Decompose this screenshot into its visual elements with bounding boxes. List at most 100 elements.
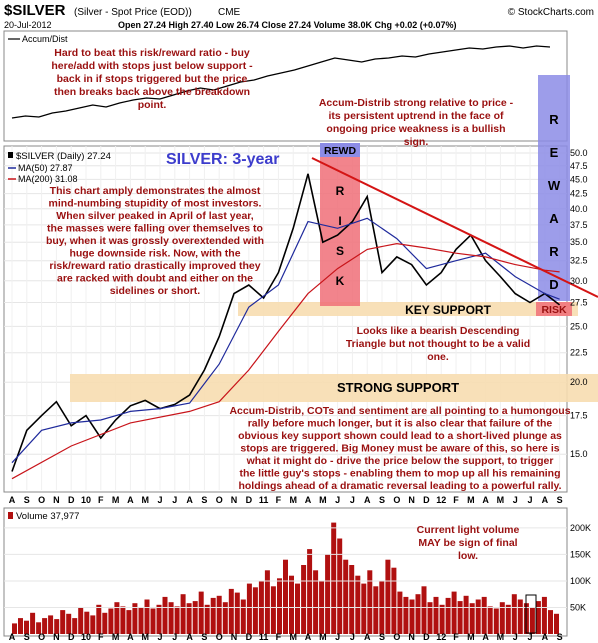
volume-bar xyxy=(216,595,222,634)
volume-bar xyxy=(270,586,276,634)
x-tick: M xyxy=(319,495,327,505)
volume-bar xyxy=(554,613,559,634)
volume-bar xyxy=(367,570,373,634)
volume-bar xyxy=(355,575,361,634)
risk-letter: K xyxy=(336,274,345,288)
x-tick: A xyxy=(542,632,549,642)
volume-bar xyxy=(48,615,54,634)
descending-trendline xyxy=(311,157,598,298)
risk-tag-band xyxy=(536,302,572,316)
volume-bar xyxy=(361,583,367,634)
price-series-group xyxy=(11,173,561,480)
volume-bar xyxy=(541,596,547,634)
price-y-tick: 20.0 xyxy=(570,377,588,387)
risk-vertical-label: R I S K xyxy=(336,184,345,288)
volume-bar xyxy=(108,608,114,634)
volume-bar xyxy=(343,559,349,634)
volume-bar xyxy=(60,610,66,634)
volume-bar xyxy=(403,596,409,634)
volume-bar xyxy=(307,549,313,634)
price-y-tick: 22.5 xyxy=(570,348,588,358)
big-money-note: Accum-Distrib, COTs and sentiment are al… xyxy=(229,405,570,492)
x-tick: M xyxy=(319,632,327,642)
x-tick: M xyxy=(112,632,120,642)
x-tick: F xyxy=(98,632,104,642)
volume-bar xyxy=(186,603,192,634)
accum-dist-note: Accum-Distrib strong relative to price -… xyxy=(319,97,514,148)
x-tick: A xyxy=(305,632,312,642)
annotation-line: Triangle but not thought to be a valid xyxy=(346,338,530,350)
reward-letter: D xyxy=(549,277,558,292)
x-tick: 11 xyxy=(259,495,269,505)
annotation-line: Hard to beat this risk/reward ratio - bu… xyxy=(54,47,250,59)
accum-dist-series xyxy=(11,45,551,119)
x-tick: J xyxy=(513,632,518,642)
x-tick: D xyxy=(423,495,430,505)
chart-quote: Open 27.24 High 27.40 Low 26.74 Close 27… xyxy=(118,20,456,30)
volume-bar xyxy=(120,606,126,634)
annotation-line: huge downside risk. Now, with the xyxy=(69,248,240,260)
volume-bar xyxy=(421,586,427,634)
rewd-label: REWD xyxy=(324,145,356,157)
x-tick: 10 xyxy=(81,632,91,642)
price-y-tick: 37.5 xyxy=(570,220,588,230)
x-tick: J xyxy=(335,495,340,505)
volume-bar xyxy=(162,596,168,634)
annotation-line: buy, when it was grossly overextended wi… xyxy=(46,235,264,247)
volume-y-tick: 200K xyxy=(570,523,591,533)
annotation-line: Looks like a bearish Descending xyxy=(357,325,520,337)
volume-bar xyxy=(409,599,415,634)
annotation-line: MAY be sign of final xyxy=(418,537,517,549)
x-tick: A xyxy=(542,495,549,505)
volume-bar xyxy=(66,613,72,634)
volume-bar xyxy=(337,538,343,634)
annotation-line: stops are triggered. Big Money must be a… xyxy=(240,443,559,455)
price-y-tick: 17.5 xyxy=(570,411,588,421)
volume-bar xyxy=(301,565,307,634)
reward-vertical-label: R E W A R D xyxy=(548,112,561,292)
volume-bar xyxy=(204,604,210,634)
volume-y-tick: 150K xyxy=(570,549,591,559)
volume-bar xyxy=(42,618,48,634)
volume-bar xyxy=(289,575,294,634)
x-tick: M xyxy=(497,632,505,642)
x-tick: A xyxy=(127,632,134,642)
risk-letter: R xyxy=(336,184,345,198)
volume-legend-marker xyxy=(8,512,13,519)
annotation-line: are racked with doubt and either on the xyxy=(57,273,253,285)
current-volume-marker xyxy=(525,594,537,634)
x-tick: 11 xyxy=(259,632,269,642)
volume-bar xyxy=(78,607,84,634)
price-y-tick: 42.5 xyxy=(570,189,588,199)
price-y-tick: 30.0 xyxy=(570,276,588,286)
investor-stupidity-note: This chart amply demonstrates the almost… xyxy=(46,185,264,297)
x-tick: S xyxy=(379,632,385,642)
volume-bar xyxy=(427,602,433,634)
x-tick: M xyxy=(467,632,475,642)
annotation-line: low. xyxy=(458,550,478,562)
key-support-label: KEY SUPPORT xyxy=(405,303,491,317)
x-tick: O xyxy=(216,495,223,505)
annotation-line: its persistent uptrend in the face of xyxy=(328,110,504,122)
x-tick: F xyxy=(453,632,459,642)
volume-bar xyxy=(210,597,216,634)
volume-bar xyxy=(469,603,475,634)
volume-bar xyxy=(548,610,553,634)
chart-description: (Silver - Spot Price (EOD)) xyxy=(74,7,192,18)
volume-bar xyxy=(234,592,240,634)
x-tick: D xyxy=(246,632,253,642)
x-tick: N xyxy=(408,495,415,505)
chart-credit: © StockCharts.com xyxy=(508,7,594,18)
volume-bar xyxy=(331,522,337,634)
volume-bar xyxy=(36,622,42,634)
x-tick: O xyxy=(393,495,400,505)
x-tick: A xyxy=(305,495,312,505)
price-y-tick: 32.5 xyxy=(570,256,588,266)
x-tick: J xyxy=(528,632,533,642)
x-tick: S xyxy=(201,495,207,505)
volume-bars xyxy=(4,522,567,634)
annotation-line: Accum-Distrib, COTs and sentiment are al… xyxy=(229,405,570,417)
x-tick: F xyxy=(276,495,282,505)
